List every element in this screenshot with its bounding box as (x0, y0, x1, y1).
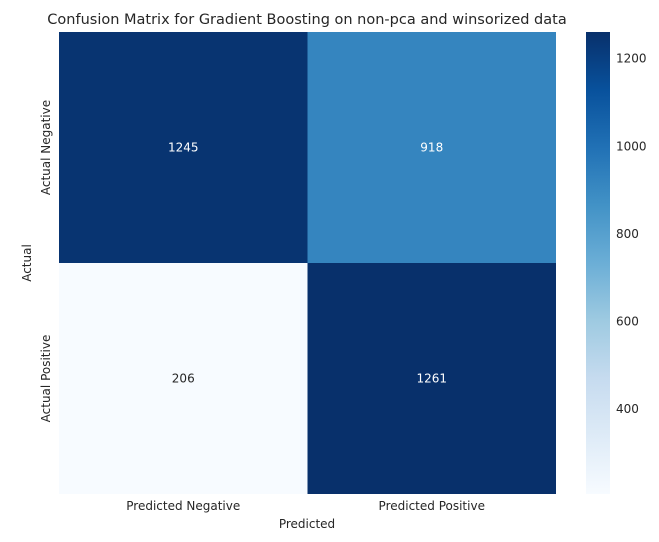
cell-value-r0-c1: 918 (420, 141, 443, 155)
x-tick-label-predicted-positive: Predicted Positive (379, 499, 485, 513)
cell-value-r1-c0: 206 (172, 372, 195, 386)
heatmap-cell-r1-c1 (307, 263, 556, 494)
x-axis-label: Predicted (279, 517, 335, 531)
y-tick-label-actual-negative: Actual Negative (39, 100, 53, 195)
heatmap-cell-r0-c0 (59, 32, 308, 263)
cell-value-r0-c0: 1245 (168, 141, 199, 155)
colorbar-ticks: 400 600 800 1000 1200 (616, 52, 647, 416)
colorbar-tick-label-600: 600 (616, 314, 639, 328)
chart-title: Confusion Matrix for Gradient Boosting o… (47, 12, 566, 28)
colorbar-tick-label-800: 800 (616, 227, 639, 241)
colorbar-tick-label-1200: 1200 (616, 52, 647, 66)
y-axis-label: Actual (20, 244, 34, 282)
heatmap-annotations: 1245 918 206 1261 (168, 141, 447, 386)
colorbar (586, 32, 610, 494)
x-tick-label-predicted-negative: Predicted Negative (126, 499, 240, 513)
cell-value-r1-c1: 1261 (416, 372, 447, 386)
y-tick-label-actual-positive: Actual Positive (39, 335, 53, 423)
heatmap-cells (59, 32, 556, 494)
colorbar-tick-label-1000: 1000 (616, 139, 647, 153)
colorbar-tick-label-400: 400 (616, 402, 639, 416)
heatmap-cell-r1-c0 (59, 263, 308, 494)
heatmap-cell-r0-c1 (307, 32, 556, 263)
